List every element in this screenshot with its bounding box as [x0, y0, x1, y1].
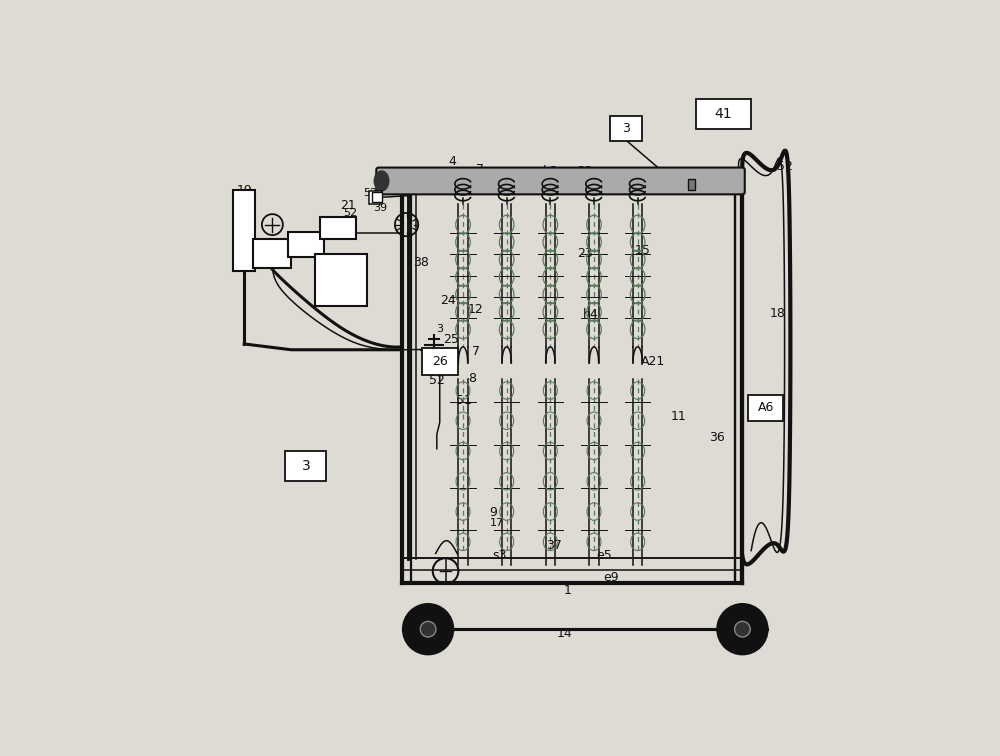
Circle shape: [718, 605, 767, 654]
Text: 17: 17: [490, 518, 504, 528]
Text: 20: 20: [265, 252, 281, 265]
Text: 1: 1: [564, 584, 572, 596]
Text: 8: 8: [468, 373, 476, 386]
Text: 4: 4: [449, 155, 456, 169]
Bar: [372, 192, 382, 203]
Text: A21: A21: [641, 355, 665, 368]
Circle shape: [404, 605, 453, 654]
Bar: [369, 191, 382, 204]
Text: 19: 19: [236, 184, 252, 197]
Bar: [320, 217, 356, 239]
Text: e9: e9: [604, 572, 619, 584]
Text: 24: 24: [441, 294, 456, 307]
Text: 52: 52: [363, 187, 377, 197]
Text: 18: 18: [769, 307, 785, 320]
Bar: [748, 395, 783, 421]
Text: s3: s3: [493, 549, 507, 562]
Text: e5: e5: [596, 549, 612, 562]
Text: 3: 3: [436, 324, 443, 334]
Bar: [696, 99, 751, 129]
Text: 5: 5: [335, 222, 343, 235]
Bar: [688, 178, 695, 191]
Text: 23: 23: [577, 247, 593, 260]
Text: 9: 9: [489, 507, 497, 519]
Text: 3: 3: [622, 122, 630, 135]
Text: 14: 14: [557, 627, 573, 640]
Bar: [253, 239, 291, 268]
Text: A6: A6: [758, 401, 774, 414]
Text: 25: 25: [443, 333, 459, 346]
Text: A4: A4: [671, 175, 688, 187]
Text: 6: 6: [304, 234, 312, 247]
Circle shape: [420, 621, 436, 637]
Text: 2: 2: [439, 169, 447, 181]
Bar: [422, 349, 458, 374]
Text: 12: 12: [468, 302, 484, 315]
Bar: [288, 232, 324, 256]
Bar: [285, 451, 326, 482]
Text: 37: 37: [546, 540, 562, 553]
Ellipse shape: [374, 171, 389, 191]
Text: 7: 7: [476, 163, 484, 176]
Text: 52: 52: [429, 374, 445, 387]
FancyBboxPatch shape: [376, 168, 745, 194]
Text: 16: 16: [700, 183, 715, 196]
Text: 36: 36: [710, 431, 725, 444]
Text: 13: 13: [420, 633, 436, 646]
Text: 51: 51: [456, 394, 472, 407]
Text: 26: 26: [432, 355, 448, 368]
Text: h4: h4: [583, 308, 599, 321]
Text: h3: h3: [542, 165, 558, 178]
Text: 7: 7: [472, 345, 480, 358]
Text: 15: 15: [635, 244, 651, 257]
Bar: [233, 190, 255, 271]
Circle shape: [735, 621, 750, 637]
Text: 52: 52: [344, 208, 358, 218]
Text: 38: 38: [413, 256, 429, 269]
Text: 11: 11: [671, 411, 686, 423]
Text: 22: 22: [577, 165, 593, 178]
Text: 21: 21: [340, 200, 356, 212]
Text: +17: +17: [596, 174, 620, 184]
Text: 52: 52: [777, 160, 793, 173]
Text: 41: 41: [714, 107, 732, 121]
Text: 3: 3: [301, 459, 310, 473]
Text: 39: 39: [373, 203, 387, 213]
Bar: [610, 116, 642, 141]
Bar: [315, 254, 367, 306]
